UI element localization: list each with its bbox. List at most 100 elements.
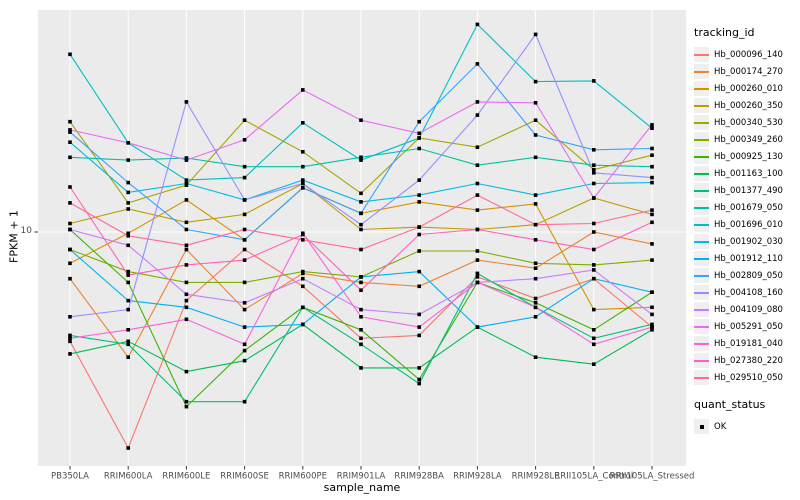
x-tick-label: RRIM928BA (394, 472, 444, 482)
legend-item-label: Hb_001696_010 (714, 219, 783, 230)
legend-item-label: Hb_004109_080 (714, 304, 783, 315)
data-point (126, 207, 130, 211)
legend-item-Hb_000349_260: Hb_000349_260 (694, 131, 798, 148)
data-point (417, 232, 421, 237)
square-point-icon (699, 424, 704, 429)
data-point (533, 101, 538, 105)
data-point (184, 178, 189, 182)
data-point (68, 119, 72, 124)
data-point (359, 211, 363, 216)
legend-item-label: Hb_004108_160 (714, 287, 783, 298)
data-point (417, 136, 421, 140)
data-point (359, 247, 363, 252)
data-point (126, 298, 130, 303)
legend-item-label: Hb_029510_050 (714, 372, 783, 383)
line-swatch-color (694, 257, 709, 260)
data-point (126, 446, 130, 450)
data-point (592, 263, 596, 267)
legend-quant-status-title: quant_status (694, 398, 766, 411)
data-point (301, 276, 305, 281)
data-point (417, 377, 421, 382)
data-point (242, 247, 247, 252)
data-point (184, 292, 189, 297)
data-point (184, 243, 189, 248)
data-point (184, 298, 189, 303)
legend-item-Hb_001377_490: Hb_001377_490 (694, 182, 798, 199)
line-swatch (694, 64, 709, 79)
legend-item-Hb_005291_050: Hb_005291_050 (694, 318, 798, 335)
legend-item-ok: OK (694, 418, 798, 435)
data-point (68, 52, 72, 57)
data-point (359, 315, 363, 319)
data-point (184, 369, 189, 374)
legend-item-Hb_001912_110: Hb_001912_110 (694, 250, 798, 267)
data-point (184, 227, 189, 232)
data-point (650, 220, 654, 225)
data-point (533, 193, 538, 197)
data-point (242, 258, 247, 262)
data-point (475, 258, 480, 262)
data-point (475, 280, 480, 285)
data-point (475, 271, 480, 276)
data-point (359, 275, 363, 279)
data-point (126, 269, 130, 274)
data-point (475, 100, 480, 104)
data-point (650, 242, 654, 246)
legend-item-Hb_001696_010: Hb_001696_010 (694, 216, 798, 233)
legend-item-Hb_027380_220: Hb_027380_220 (694, 352, 798, 369)
legend-item-label: Hb_000096_140 (714, 49, 783, 60)
data-point (417, 225, 421, 229)
data-point (242, 348, 247, 353)
line-swatch-color (694, 172, 709, 175)
data-point (417, 119, 421, 124)
legend-tracking-title: tracking_id (694, 26, 755, 39)
data-point (359, 288, 363, 292)
quant-status-ok-swatch (694, 419, 709, 434)
data-point (592, 79, 596, 83)
data-point (475, 193, 480, 197)
legend-item-label: Hb_000260_010 (714, 83, 783, 94)
data-point (301, 238, 305, 242)
data-point (475, 163, 480, 167)
data-point (417, 193, 421, 197)
line-swatch-color (694, 206, 709, 209)
data-point (592, 181, 596, 186)
x-tick-label: RRIM600SE (220, 472, 269, 482)
data-point (533, 261, 538, 266)
data-point (184, 156, 189, 160)
data-point (533, 222, 538, 227)
legend-tracking-items: Hb_000096_140 Hb_000174_270 Hb_000260_010 H… (694, 46, 798, 386)
data-point (592, 247, 596, 252)
data-point (475, 22, 480, 27)
data-point (533, 276, 538, 281)
data-point (533, 305, 538, 310)
data-point (533, 118, 538, 122)
data-point (417, 269, 421, 274)
data-point (242, 280, 247, 285)
data-point (68, 339, 72, 344)
data-point (301, 178, 305, 182)
data-point (242, 307, 247, 312)
data-point (68, 155, 72, 160)
data-point (359, 118, 363, 122)
data-point (359, 155, 363, 160)
data-point (242, 138, 247, 142)
data-point (359, 328, 363, 332)
x-tick-label: RRIM901LA (337, 472, 386, 482)
data-point (359, 342, 363, 347)
data-point (242, 227, 247, 232)
line-swatch-color (694, 291, 709, 294)
data-point (359, 158, 363, 162)
data-point (242, 325, 247, 329)
data-point (475, 227, 480, 232)
legend-item-Hb_000260_010: Hb_000260_010 (694, 80, 798, 97)
data-point (417, 381, 421, 386)
data-point (68, 352, 72, 356)
data-point (301, 121, 305, 125)
line-swatch (694, 183, 709, 198)
x-tick-label: RRIM600LE (162, 472, 210, 482)
data-point (68, 128, 72, 132)
line-swatch-color (694, 359, 709, 362)
line-swatch-color (694, 274, 709, 277)
